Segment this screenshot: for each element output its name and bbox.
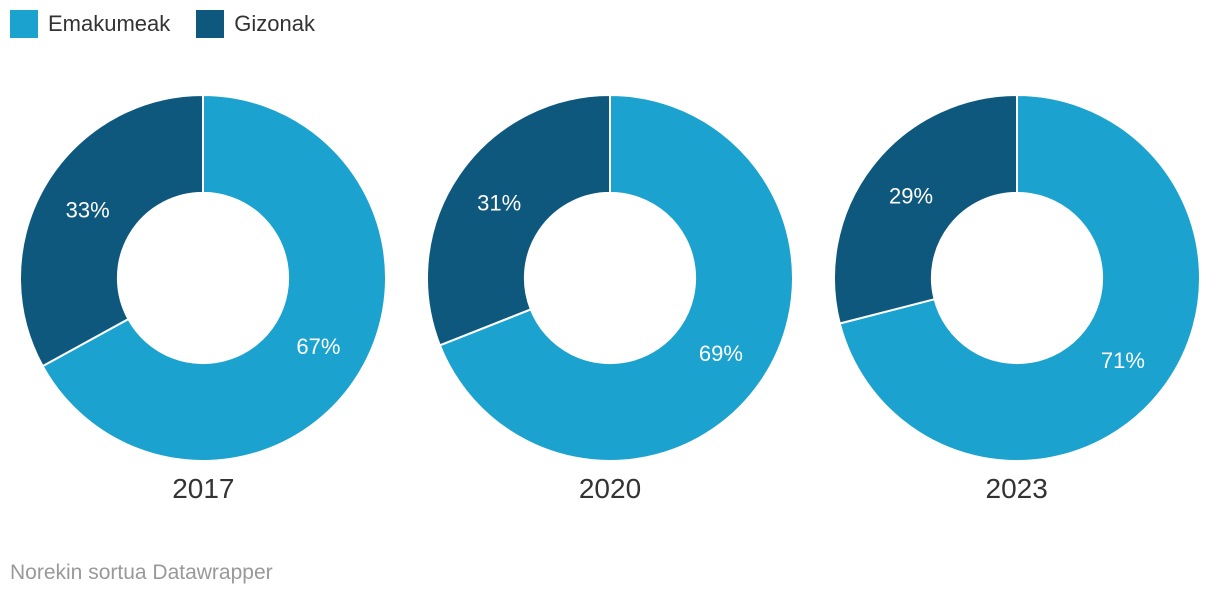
donut-slice-gizonak <box>426 94 611 347</box>
donut-slice-emakumeak <box>438 94 794 462</box>
chart-title-2020: 2020 <box>578 473 642 504</box>
slice-value-label-emakumeak: 69% <box>699 341 743 366</box>
attribution-text: Norekin sortua <box>10 561 153 584</box>
legend-label-emakumeak: Emakumeak <box>48 11 171 36</box>
chart-block-2023: 71% 29% 2023 <box>813 90 1220 506</box>
slice-value-label-emakumeak: 71% <box>1101 348 1145 373</box>
donut-slice-gizonak <box>19 94 205 368</box>
datawrapper-link[interactable]: Datawrapper <box>152 561 273 584</box>
donut-slice-gizonak <box>832 94 1018 325</box>
chart-block-2020: 69% 31% 2020 <box>407 90 814 506</box>
legend-item-emakumeak: Emakumeak <box>10 10 170 38</box>
attribution-footer: Norekin sortua Datawrapper <box>10 561 273 585</box>
donut-chart-2020: 69% 31% <box>426 94 794 462</box>
slice-value-label-gizonak: 31% <box>477 190 521 215</box>
donut-chart-2017: 67% 33% <box>19 94 388 462</box>
chart-title-2017: 2017 <box>172 473 235 504</box>
slice-value-label-emakumeak: 67% <box>297 334 341 359</box>
legend-item-gizonak: Gizonak <box>196 10 315 38</box>
slice-value-label-gizonak: 29% <box>889 184 933 209</box>
donut-slice-emakumeak <box>838 94 1201 462</box>
chart-title-2023: 2023 <box>985 473 1048 504</box>
legend-swatch-emakumeak <box>10 10 38 38</box>
legend-label-gizonak: Gizonak <box>234 11 315 36</box>
legend: Emakumeak Gizonak <box>10 10 315 38</box>
charts-row: 67% 33% 2017 69% 31% 2020 71% 29% 2023 <box>0 90 1220 506</box>
slice-value-label-gizonak: 33% <box>66 197 110 222</box>
chart-block-2017: 67% 33% 2017 <box>0 90 407 506</box>
donut-slice-emakumeak <box>41 94 388 462</box>
legend-swatch-gizonak <box>196 10 225 38</box>
donut-chart-2023: 71% 29% <box>832 94 1201 462</box>
